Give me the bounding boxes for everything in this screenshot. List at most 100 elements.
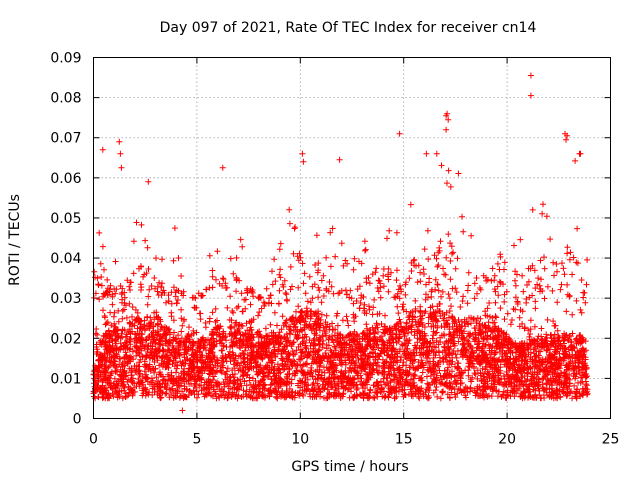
data-point [280, 355, 286, 362]
data-point [464, 385, 471, 392]
data-point [253, 390, 260, 396]
data-point [210, 373, 217, 380]
data-point [566, 256, 573, 263]
data-point [531, 394, 538, 401]
data-point [442, 340, 448, 347]
data-point [333, 362, 340, 369]
data-point [188, 368, 195, 375]
data-point [369, 271, 376, 278]
data-point [544, 283, 551, 290]
data-point [224, 365, 231, 372]
data-point [559, 333, 566, 339]
data-point [287, 286, 294, 293]
data-point [307, 299, 314, 306]
data-point [385, 288, 392, 295]
data-point [364, 392, 371, 399]
data-point [504, 344, 511, 351]
data-point [253, 331, 260, 338]
data-point [244, 285, 251, 292]
data-point [574, 355, 581, 362]
data-point [262, 381, 269, 388]
data-point [144, 322, 150, 329]
data-point [241, 378, 248, 385]
data-point [491, 319, 498, 326]
data-point [219, 362, 226, 369]
data-point [541, 254, 547, 261]
data-point [577, 338, 584, 345]
data-point [276, 333, 283, 340]
data-point [449, 350, 456, 357]
data-point [119, 315, 126, 322]
data-point [418, 344, 425, 351]
data-point [278, 389, 285, 396]
data-point [320, 324, 327, 331]
data-point [450, 249, 457, 256]
data-point [269, 268, 275, 275]
data-point [447, 183, 454, 190]
data-point [122, 302, 129, 309]
data-point [447, 258, 454, 264]
data-point [570, 254, 577, 261]
data-point [226, 316, 233, 323]
data-point [360, 395, 367, 402]
data-point [443, 254, 450, 261]
data-point [551, 351, 558, 358]
x-tick-label: 10 [291, 432, 309, 448]
x-tick-label: 0 [89, 432, 98, 448]
data-point [289, 283, 295, 290]
data-point [222, 285, 229, 291]
data-point [198, 376, 205, 382]
data-point [556, 374, 563, 381]
data-point [283, 390, 290, 397]
data-point [454, 348, 461, 354]
data-point [443, 352, 450, 359]
data-point [467, 388, 473, 395]
data-point [505, 361, 512, 368]
data-point [466, 314, 472, 321]
data-point [371, 338, 378, 345]
data-point [406, 275, 413, 282]
data-point [94, 331, 101, 338]
data-point [538, 333, 545, 340]
data-point [485, 319, 492, 326]
data-point [230, 351, 237, 358]
data-point [104, 377, 111, 384]
data-point [407, 309, 414, 316]
data-point [521, 325, 528, 332]
data-point [560, 265, 567, 272]
data-point [154, 328, 161, 334]
data-point [460, 228, 467, 235]
data-point [502, 381, 509, 388]
data-point [425, 320, 432, 327]
data-point [155, 321, 161, 328]
data-point [474, 375, 481, 382]
data-point [224, 380, 230, 387]
data-point [307, 308, 314, 315]
data-point [505, 347, 512, 354]
data-point [274, 380, 281, 387]
data-point [495, 292, 502, 299]
data-point [183, 386, 190, 393]
data-point [400, 393, 407, 400]
data-point [188, 352, 195, 359]
data-point [546, 381, 553, 388]
data-point [449, 250, 455, 257]
data-point [104, 276, 111, 283]
data-point [292, 351, 299, 357]
data-point [342, 385, 348, 392]
data-point [133, 219, 140, 226]
data-point [344, 378, 351, 385]
data-point [314, 316, 321, 323]
data-point [249, 375, 256, 382]
data-point [395, 310, 402, 317]
data-point [430, 328, 437, 335]
data-point [503, 331, 510, 338]
data-point [184, 356, 191, 362]
data-point [401, 348, 407, 355]
data-point [380, 362, 387, 369]
data-point [286, 366, 293, 373]
data-point [446, 357, 453, 364]
data-point [339, 317, 346, 324]
data-point [497, 279, 504, 286]
data-point [432, 276, 439, 283]
